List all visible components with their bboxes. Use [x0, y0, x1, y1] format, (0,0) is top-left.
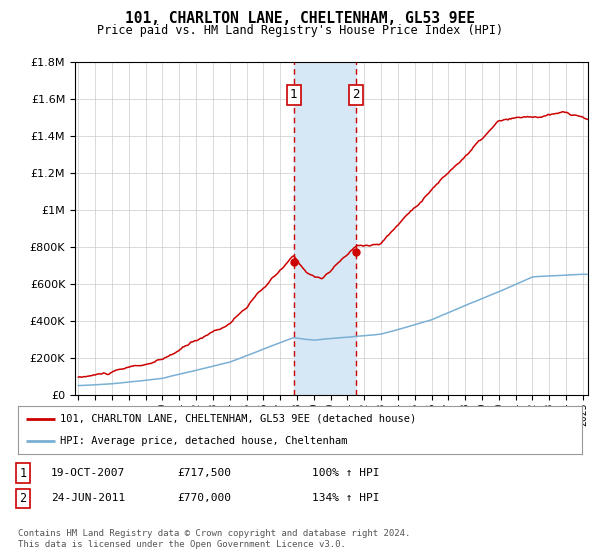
- Text: 101, CHARLTON LANE, CHELTENHAM, GL53 9EE (detached house): 101, CHARLTON LANE, CHELTENHAM, GL53 9EE…: [60, 414, 416, 424]
- Text: 2: 2: [352, 88, 359, 101]
- Text: 1: 1: [290, 88, 298, 101]
- Text: Price paid vs. HM Land Registry's House Price Index (HPI): Price paid vs. HM Land Registry's House …: [97, 24, 503, 37]
- Text: 2: 2: [19, 492, 26, 505]
- Text: 100% ↑ HPI: 100% ↑ HPI: [312, 468, 380, 478]
- Text: HPI: Average price, detached house, Cheltenham: HPI: Average price, detached house, Chel…: [60, 436, 348, 446]
- Text: 134% ↑ HPI: 134% ↑ HPI: [312, 493, 380, 503]
- Bar: [293, 62, 356, 395]
- Text: 24-JUN-2011: 24-JUN-2011: [51, 493, 125, 503]
- Text: 19-OCT-2007: 19-OCT-2007: [51, 468, 125, 478]
- Text: Contains HM Land Registry data © Crown copyright and database right 2024.
This d: Contains HM Land Registry data © Crown c…: [18, 529, 410, 549]
- Text: 1: 1: [19, 466, 26, 480]
- Text: £770,000: £770,000: [177, 493, 231, 503]
- Text: £717,500: £717,500: [177, 468, 231, 478]
- Text: 101, CHARLTON LANE, CHELTENHAM, GL53 9EE: 101, CHARLTON LANE, CHELTENHAM, GL53 9EE: [125, 11, 475, 26]
